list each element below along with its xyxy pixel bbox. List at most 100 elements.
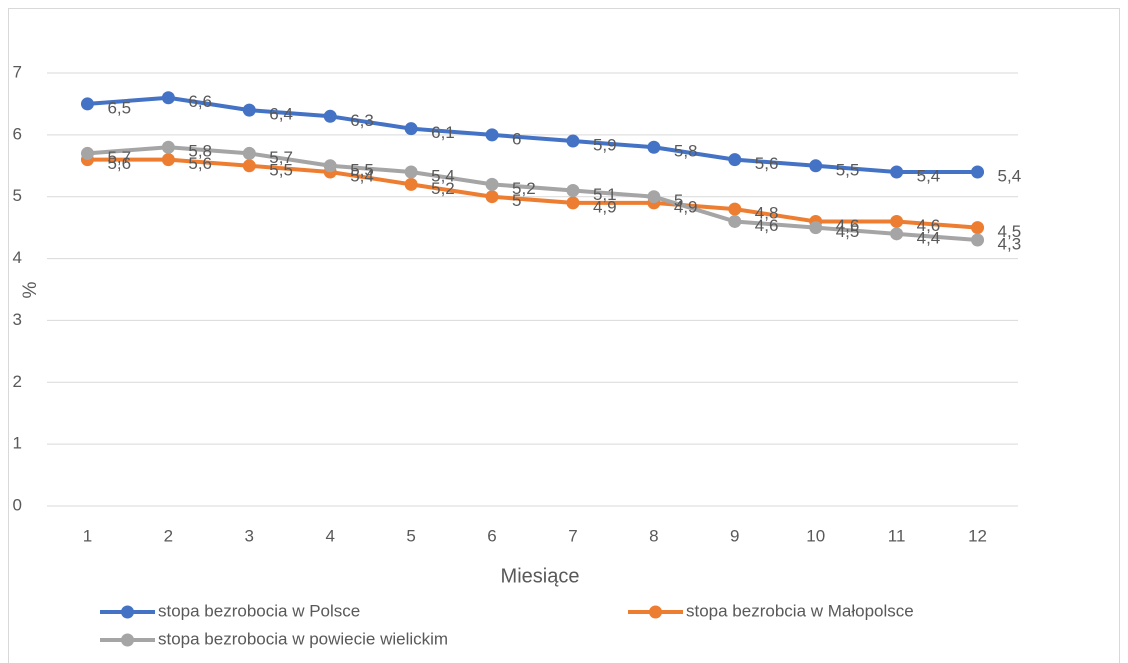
data-label: 5 [512, 191, 521, 210]
data-point [242, 146, 256, 160]
data-label: 5,2 [431, 179, 455, 198]
data-label: 5,1 [593, 185, 617, 204]
data-label: 4,6 [755, 216, 779, 235]
data-point [80, 97, 94, 111]
data-label: 6,3 [350, 111, 374, 130]
data-label: 5,7 [269, 148, 293, 167]
data-point [971, 233, 985, 247]
data-label: 5,6 [107, 154, 131, 173]
data-point [647, 140, 661, 154]
y-tick-label: 4 [13, 248, 22, 267]
data-point [728, 202, 742, 216]
data-point [404, 122, 418, 136]
data-label: 5,9 [593, 136, 617, 155]
legend-marker [649, 605, 662, 619]
data-point [971, 165, 985, 179]
legend-marker [121, 605, 134, 619]
data-point [485, 128, 499, 142]
data-point [161, 153, 175, 167]
x-tick-label: 12 [968, 526, 987, 545]
data-label: 5,5 [836, 160, 860, 179]
data-point [566, 184, 580, 198]
data-point [728, 214, 742, 228]
data-label: 6,5 [107, 98, 131, 117]
y-tick-label: 2 [13, 372, 22, 391]
x-tick-label: 7 [568, 526, 577, 545]
data-point [728, 153, 742, 167]
x-tick-label: 4 [325, 526, 334, 545]
data-label: 5,4 [350, 166, 374, 185]
data-point [890, 227, 904, 241]
legend-label: stopa bezrobocia w Polsce [158, 601, 360, 620]
data-label: 4,5 [836, 222, 860, 241]
data-point [485, 177, 499, 191]
data-label: 6 [512, 129, 521, 148]
x-tick-label: 10 [806, 526, 825, 545]
data-label: 4,3 [998, 234, 1022, 253]
data-point [242, 103, 256, 117]
chart-border [8, 8, 1120, 663]
y-tick-label: 1 [13, 434, 22, 453]
series-line [87, 95, 978, 174]
data-label: 5,4 [917, 166, 941, 185]
x-tick-label: 2 [164, 526, 173, 545]
data-label: 5 [674, 191, 683, 210]
y-tick-label: 0 [13, 495, 22, 514]
data-label: 4,8 [755, 204, 779, 223]
data-label: 5,7 [107, 148, 131, 167]
series-line [87, 157, 978, 230]
y-tick-label: 6 [13, 124, 22, 143]
data-label: 4,9 [674, 197, 698, 216]
data-point [566, 196, 580, 210]
data-point [809, 221, 823, 235]
data-label: 6,6 [188, 92, 212, 111]
x-tick-label: 9 [730, 526, 739, 545]
data-point [809, 159, 823, 173]
data-label: 5,6 [755, 154, 779, 173]
data-point [647, 190, 661, 204]
x-tick-label: 1 [83, 526, 92, 545]
legend-label: stopa bezrobcia w Małopolsce [686, 601, 914, 620]
x-tick-label: 3 [245, 526, 254, 545]
data-point [404, 177, 418, 191]
data-label: 4,5 [998, 222, 1022, 241]
data-label: 5,2 [512, 179, 536, 198]
data-point [404, 165, 418, 179]
data-label: 4,9 [593, 197, 617, 216]
x-tick-label: 6 [487, 526, 496, 545]
data-point [161, 140, 175, 154]
data-label: 6,1 [431, 123, 455, 142]
data-label: 5,6 [188, 154, 212, 173]
data-label: 6,4 [269, 105, 293, 124]
legend-label: stopa bezrobocia w powiecie wielickim [158, 629, 448, 648]
data-label: 4,6 [836, 216, 860, 235]
data-point [161, 91, 175, 105]
data-point [323, 109, 337, 123]
data-label: 5,8 [188, 142, 212, 161]
x-tick-label: 8 [649, 526, 658, 545]
data-label: 5,8 [674, 142, 698, 161]
data-label: 5,4 [431, 166, 455, 185]
data-label: 4,6 [917, 216, 941, 235]
data-label: 5,5 [350, 160, 374, 179]
x-axis-title: Miesiące [501, 565, 580, 587]
legend-marker [121, 633, 134, 647]
y-tick-label: 7 [13, 62, 22, 81]
y-tick-label: 3 [13, 310, 22, 329]
data-point [566, 134, 580, 148]
data-point [890, 165, 904, 179]
data-label: 5,4 [998, 166, 1022, 185]
data-point [242, 159, 256, 173]
data-point [485, 190, 499, 204]
data-label: 4,4 [917, 228, 941, 247]
series-line [87, 145, 978, 243]
data-label: 5,5 [269, 160, 293, 179]
data-point [971, 221, 985, 235]
y-tick-label: 5 [13, 186, 22, 205]
x-tick-label: 5 [406, 526, 415, 545]
y-axis-title: % [20, 281, 41, 298]
data-point [80, 146, 94, 160]
data-point [323, 159, 337, 173]
data-point [890, 214, 904, 228]
